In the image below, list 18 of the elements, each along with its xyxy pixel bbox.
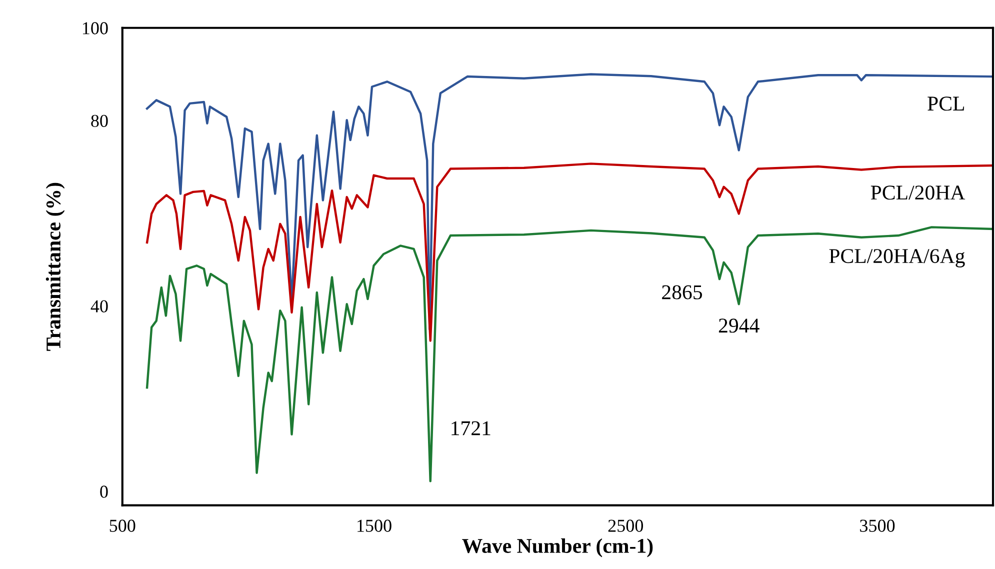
series-label: PCL bbox=[928, 96, 964, 111]
y-tick-label: 100 bbox=[83, 22, 108, 34]
x-axis-title: Wave Number (cm-1) bbox=[462, 538, 653, 558]
x-tick-label: 500 bbox=[110, 520, 136, 532]
line-series bbox=[146, 226, 994, 482]
series-label: PCL/20HA/6Ag bbox=[829, 249, 965, 268]
y-tick-label: 40 bbox=[90, 300, 108, 312]
annotation: 1721 bbox=[452, 421, 490, 436]
x-tick-label: 1500 bbox=[358, 520, 392, 532]
y-tick-label: 80 bbox=[91, 114, 108, 128]
x-tick-label: 3500 bbox=[860, 520, 895, 532]
annotation: 2944 bbox=[718, 318, 760, 333]
y-axis-title: Transmittance (%) bbox=[46, 182, 65, 351]
annotation: 2865 bbox=[662, 285, 702, 300]
y-tick-label: 0 bbox=[100, 486, 108, 498]
series-label: PCL/20HA bbox=[870, 186, 966, 200]
x-tick-label: 2500 bbox=[608, 520, 644, 532]
line-series bbox=[146, 162, 994, 342]
